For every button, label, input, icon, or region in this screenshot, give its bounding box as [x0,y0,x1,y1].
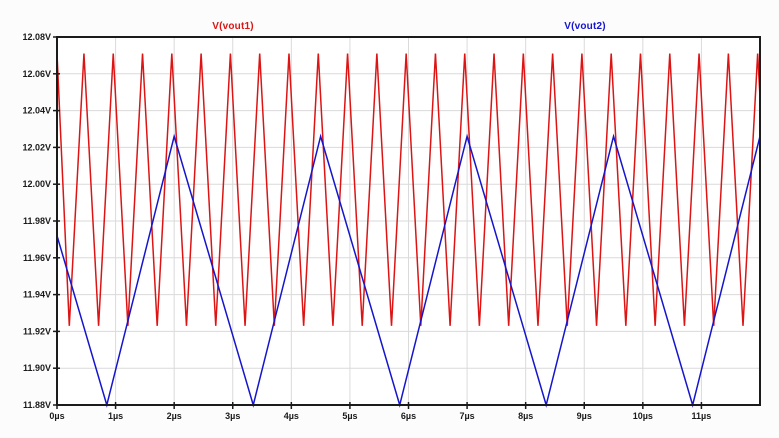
x-axis-labels: 0µs 1µs 2µs 3µs 4µs 5µs 6µs 7µs 8µs 9µs 10µs 11µs [49,411,711,421]
x-tick-label: 9µs [577,411,592,421]
y-tick-label: 12.04V [22,106,51,116]
x-tick-label: 1µs [108,411,123,421]
x-tick-label: 8µs [518,411,533,421]
x-tick-label: 11µs [692,411,712,421]
y-tick-label: 11.88V [23,400,51,410]
x-tick-label: 4µs [284,411,299,421]
y-tick-label: 12.00V [22,179,51,189]
x-tick-label: 6µs [401,411,416,421]
legend-vout1[interactable]: V(vout1) [212,21,254,32]
x-tick-label: 3µs [225,411,240,421]
axis-ticks [53,36,703,409]
y-tick-label: 12.06V [22,69,51,79]
y-tick-label: 11.92V [23,326,51,336]
y-tick-label: 11.90V [23,363,51,373]
y-tick-label: 12.08V [22,32,51,42]
x-tick-label: 10µs [633,411,653,421]
x-tick-label: 5µs [342,411,357,421]
legend-vout2[interactable]: V(vout2) [564,21,606,32]
x-tick-label: 2µs [167,411,182,421]
y-tick-label: 11.94V [23,290,51,300]
y-tick-label: 11.98V [23,216,51,226]
y-axis-labels: 12.08V 12.06V 12.04V 12.02V 12.00V 11.98V 11.9… [22,32,51,410]
trace-vout1 [56,53,761,326]
x-tick-label: 7µs [459,411,474,421]
y-tick-label: 11.96V [23,253,51,263]
x-tick-label: 0µs [49,411,64,421]
y-tick-label: 12.02V [22,142,51,152]
